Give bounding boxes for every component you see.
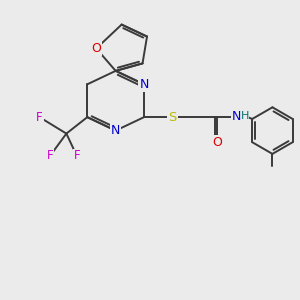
Text: O: O (91, 42, 101, 55)
Text: F: F (47, 149, 53, 163)
Text: S: S (168, 111, 177, 124)
Text: N: N (231, 110, 241, 123)
Text: N: N (139, 78, 149, 91)
Text: N: N (111, 124, 120, 137)
Text: F: F (36, 111, 43, 124)
Text: O: O (212, 136, 222, 149)
Text: H: H (241, 111, 249, 121)
Text: F: F (74, 149, 80, 163)
Text: H: H (236, 112, 244, 122)
